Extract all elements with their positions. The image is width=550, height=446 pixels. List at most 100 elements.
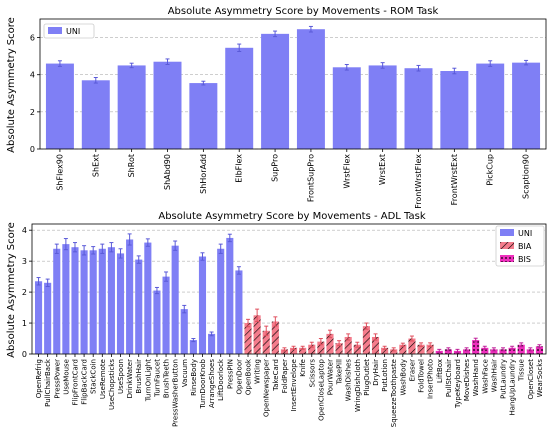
rom-chart: Absolute Asymmetry Score by Movements - …: [6, 6, 547, 209]
adl-bar-writing: [253, 315, 261, 354]
adl-bar-rinsebody: [189, 340, 197, 354]
rom-error-bars: [57, 25, 529, 86]
adl-bar-foldtowel: [417, 344, 425, 354]
rom-chart-title: Absolute Asymmetry Score by Movements - …: [168, 6, 439, 17]
rom-x-tick-label: FrontWrstExt: [450, 154, 459, 205]
adl-bar-opennewspaper: [262, 330, 270, 354]
rom-x-tick-label: ShExt: [91, 154, 100, 177]
adl-x-ticks: OpenRefrig PullChairBack PressPower UseMous…: [35, 354, 544, 427]
adl-bar-putlaundry: [499, 349, 507, 354]
adl-x-tick-label: OpenRefrig: [35, 359, 43, 398]
adl-x-tick-label: Writing: [254, 359, 262, 384]
adl-bar-presspin: [226, 237, 234, 354]
rom-gridlines: [40, 37, 546, 150]
adl-x-tick-label: Eraser: [408, 359, 416, 382]
adl-x-tick-label: WearSocks: [536, 359, 544, 398]
adl-chart-title: Absolute Asymmetry Score by Movements - …: [158, 211, 425, 222]
adl-bar-turndoorknob: [198, 256, 207, 354]
adl-x-tick-label: Scissors: [308, 359, 316, 388]
rom-x-tick-label: Scaption90: [522, 154, 531, 199]
adl-bar-putlotion: [381, 347, 389, 354]
adl-legend-label-bis: BIS: [518, 255, 531, 264]
adl-x-tick-label: OpenBook: [245, 358, 253, 395]
rom-x-tick-label: FrontWrstFlex: [414, 154, 423, 209]
adl-x-tick-label: Tissue: [518, 359, 526, 382]
adl-y-tick-label: 1: [22, 319, 27, 328]
adl-bar-pullchairback: [44, 282, 52, 354]
rom-y-tick-label: 2: [30, 108, 35, 117]
adl-legend-swatch-bia: [500, 242, 514, 249]
adl-bar-washface: [481, 347, 489, 354]
adl-x-tick-label: BrushHair: [135, 359, 143, 394]
adl-x-tick-label: DrinkWater: [126, 359, 134, 399]
adl-bar-washhair: [490, 349, 498, 354]
adl-x-tick-label: UseSpoon: [117, 359, 125, 394]
adl-bar-pourwater: [326, 333, 334, 354]
adl-bar-useremote: [98, 248, 106, 354]
rom-x-tick-label: WrstExt: [378, 154, 387, 185]
adl-bar-pullstchair: [444, 349, 452, 354]
adl-bar-openbook: [244, 323, 252, 354]
adl-bar-flipbackcard: [80, 250, 88, 354]
adl-x-tick-label: OpenNewspaper: [263, 359, 271, 417]
adl-bar-presspower: [53, 248, 61, 354]
rom-x-tick-label: ElbFlex: [235, 154, 244, 183]
adl-bar-brushhair: [135, 259, 143, 354]
adl-bar-arrangeshoes: [208, 333, 216, 354]
adl-x-tick-label: PullChairBack: [44, 358, 52, 407]
adl-bars: [35, 237, 543, 354]
rom-bar-shrot: [117, 65, 146, 149]
adl-x-tick-label: OpenDoor: [235, 359, 243, 395]
adl-x-tick-label: DryHair: [372, 359, 380, 386]
adl-x-tick-label: TurnDoorKnob: [199, 358, 207, 409]
rom-bar-elbflex: [225, 47, 254, 149]
adl-bar-plugoutlet: [362, 326, 370, 354]
adl-bar-usechopsticks: [107, 247, 115, 354]
rom-y-axis-label: Absolute Asymmetry Score: [6, 17, 17, 153]
adl-x-tick-label: TurnFaucet: [153, 359, 161, 398]
rom-bar-frontwrstext: [440, 71, 469, 149]
rom-bars: [45, 29, 541, 150]
adl-x-tick-label: HangUpLaundry: [509, 359, 517, 416]
adl-x-tick-label: PressWasherButton: [172, 359, 180, 427]
adl-y-ticks: 0 1 2 3 4: [22, 226, 32, 359]
adl-bar-liftdoorlock: [217, 248, 225, 354]
adl-bar-movedishes: [463, 349, 471, 354]
rom-bar-frontsuppro: [296, 29, 325, 149]
adl-bar-turnonlight: [144, 242, 152, 354]
rom-x-tick-label: ShFlex90: [55, 154, 64, 191]
adl-x-tick-label: WashBody: [399, 359, 407, 396]
adl-bar-usespoon: [116, 253, 125, 354]
adl-bar-eraser: [408, 338, 416, 354]
rom-bar-frontwrstflex: [404, 68, 433, 149]
adl-y-tick-label: 3: [22, 257, 27, 266]
rom-x-tick-label: SupPro: [271, 154, 280, 182]
adl-x-tick-label: PullStChair: [445, 359, 453, 397]
adl-plot-frame: [31, 223, 547, 355]
adl-bar-stackcoin: [89, 250, 97, 354]
adl-x-tick-label: FlipBackCard: [81, 359, 89, 405]
adl-bar-opendoor: [235, 270, 243, 354]
adl-bar-dryhair: [371, 336, 380, 354]
adl-y-tick-label: 0: [22, 350, 27, 359]
adl-bar-wearsocks: [535, 346, 543, 354]
rom-bar-wrstflex: [332, 67, 361, 149]
adl-x-tick-label: WashDishes: [345, 359, 353, 402]
adl-bar-brushteeth: [162, 276, 170, 354]
adl-bar-hanguplaundry: [508, 347, 516, 354]
rom-bar-suppro: [261, 33, 290, 149]
adl-x-tick-label: InsertEnvelope: [290, 359, 298, 411]
adl-x-tick-label: TakePill: [336, 359, 344, 385]
rom-y-tick-label: 6: [30, 34, 35, 43]
rom-x-tick-label: WrstFlex: [342, 154, 351, 189]
adl-bar-knife: [299, 347, 307, 354]
adl-x-tick-label: PlugOutlet: [363, 359, 371, 396]
adl-x-tick-label: OpenCloseLaptop: [317, 358, 325, 420]
adl-x-tick-label: OpenCloset: [527, 359, 535, 400]
adl-x-tick-label: PutLotion: [381, 359, 389, 392]
adl-bar-foldpaper: [280, 349, 288, 354]
adl-x-tick-label: FoldTowel: [418, 359, 426, 393]
adl-x-tick-label: FoldPaper: [281, 359, 289, 393]
adl-legend-swatch-bis: [500, 255, 514, 262]
